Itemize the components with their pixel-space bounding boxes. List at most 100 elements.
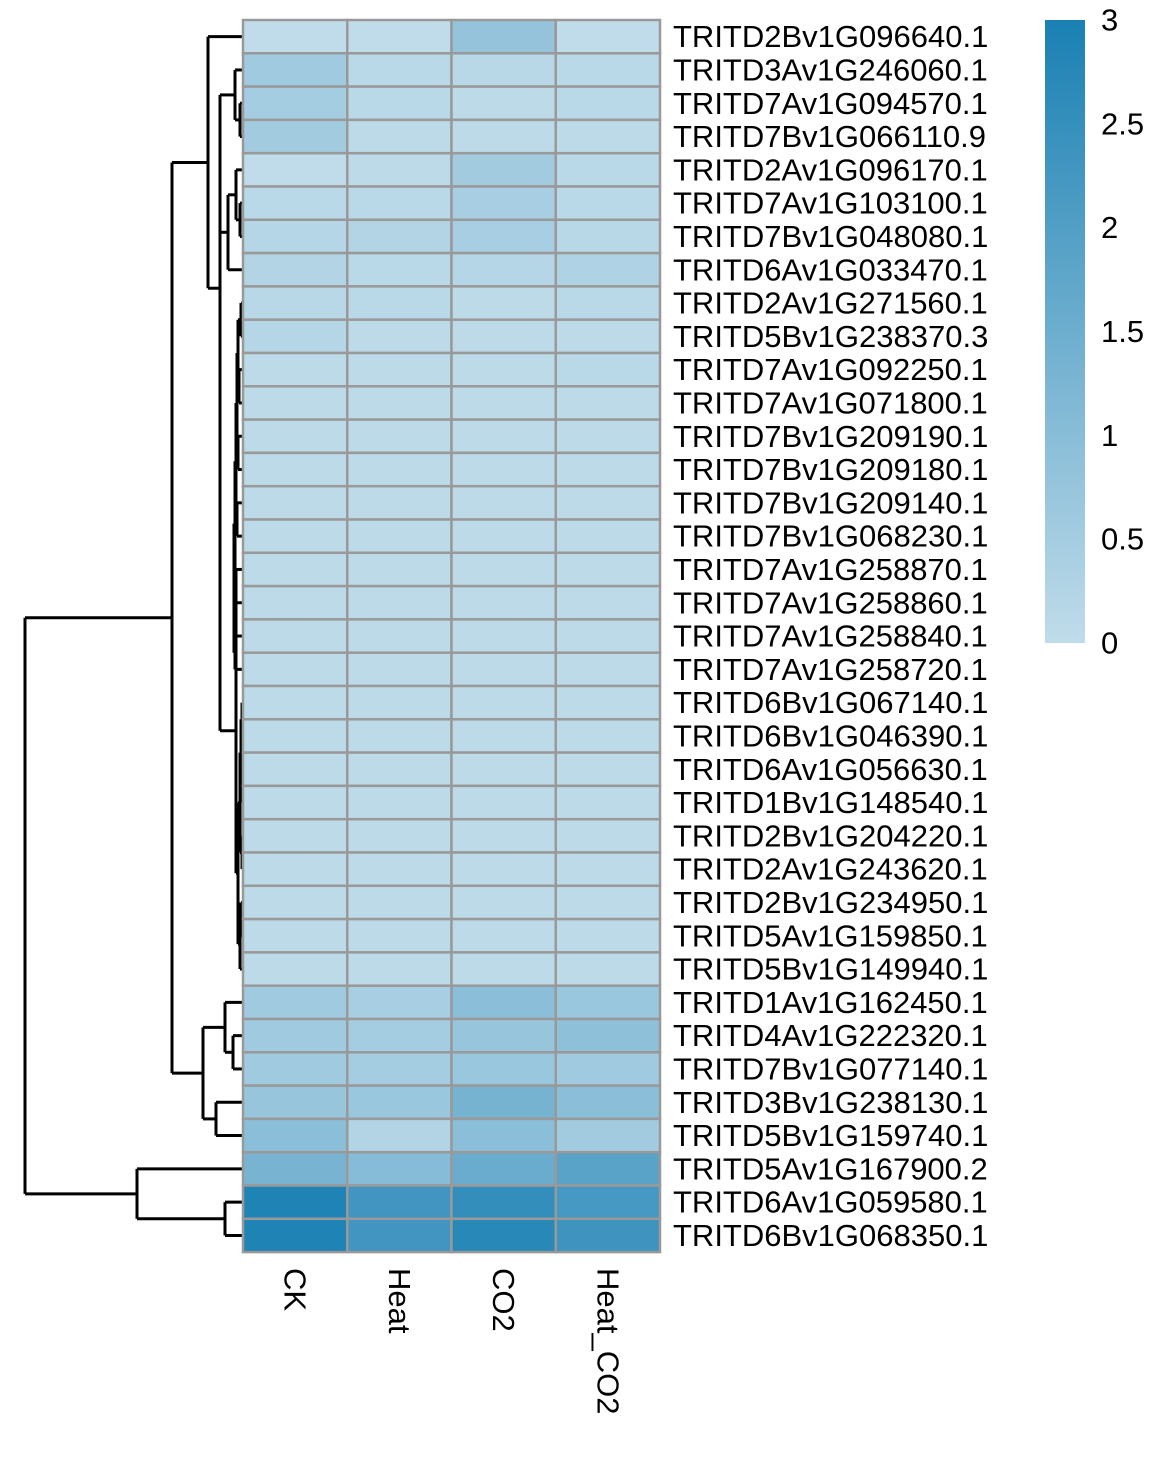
heatmap-cell (554, 1217, 662, 1254)
heatmap-cell (554, 584, 662, 621)
heatmap-cell (450, 1217, 557, 1254)
row-label: TRITD7Av1G258720.1 (673, 652, 988, 687)
row-label: TRITD7Bv1G209140.1 (673, 485, 988, 520)
heatmap-cell (554, 518, 662, 555)
heatmap-cell (346, 1017, 453, 1054)
heatmap-cell (450, 718, 557, 754)
row-label: TRITD2Av1G243620.1 (673, 852, 988, 887)
row-label: TRITD1Bv1G148540.1 (673, 785, 988, 820)
row-label: TRITD7Bv1G048080.1 (673, 219, 988, 254)
row-label: TRITD6Av1G059580.1 (673, 1185, 988, 1220)
row-label: TRITD7Av1G094570.1 (673, 86, 988, 121)
row-label: TRITD7Av1G103100.1 (673, 186, 988, 221)
legend-tick-label: 1.5 (1101, 314, 1144, 349)
heatmap-cell (554, 651, 662, 688)
color-legend: 3 2.5 2 1.5 1 0.5 0 (1045, 3, 1144, 661)
heatmap-cell (554, 251, 662, 288)
heatmap-cell (450, 484, 557, 521)
heatmap-cells (241, 18, 662, 1254)
heatmap-cell (346, 351, 453, 388)
heatmap-cell (450, 185, 557, 222)
heatmap-cell (241, 451, 349, 488)
heatmap-cell (450, 85, 557, 122)
heatmap-cell (554, 218, 662, 255)
heatmap-cell (346, 118, 453, 155)
heatmap-cell (241, 251, 349, 288)
heatmap-cell (450, 851, 557, 888)
heatmap-cell (241, 1017, 349, 1054)
heatmap-cell (241, 651, 349, 688)
heatmap-cell (554, 151, 662, 188)
heatmap-cell (450, 118, 557, 155)
heatmap-cell (450, 817, 557, 854)
heatmap-cell (346, 584, 453, 621)
heatmap-cell (346, 618, 453, 654)
heatmap-cell (450, 1084, 557, 1121)
heatmap-cell (450, 917, 557, 954)
heatmap-cell (554, 484, 662, 521)
heatmap-cell (450, 1117, 557, 1154)
heatmap-cell (241, 351, 349, 388)
heatmap-cell (554, 351, 662, 388)
heatmap-cell (450, 1017, 557, 1054)
heatmap-cell (450, 18, 557, 55)
row-label: TRITD5Bv1G159740.1 (673, 1118, 988, 1153)
heatmap-cell (241, 584, 349, 621)
column-label: Heat_CO2 (590, 1268, 625, 1414)
row-label: TRITD7Bv1G209190.1 (673, 419, 988, 454)
row-label: TRITD1Av1G162450.1 (673, 985, 988, 1020)
heatmap-cell (450, 151, 557, 188)
heatmap-cell (346, 1084, 453, 1121)
row-label: TRITD6Bv1G046390.1 (673, 718, 988, 753)
heatmap-cell (554, 285, 662, 321)
heatmap-cell (346, 18, 453, 55)
legend-tick-labels: 3 2.5 2 1.5 1 0.5 0 (1101, 3, 1144, 661)
heatmap-cell (346, 385, 453, 421)
heatmap-cell (241, 917, 349, 954)
heatmap-cell (554, 551, 662, 588)
row-label: TRITD2Bv1G204220.1 (673, 818, 988, 853)
heatmap-cell (346, 85, 453, 122)
heatmap-cell (241, 1084, 349, 1121)
heatmap-cell (346, 185, 453, 222)
row-label: TRITD6Av1G033470.1 (673, 252, 988, 287)
heatmap-cell (241, 318, 349, 355)
row-label: TRITD7Bv1G068230.1 (673, 519, 988, 554)
heatmap-cell (450, 951, 557, 987)
row-label: TRITD6Bv1G067140.1 (673, 685, 988, 720)
legend-color-bar (1045, 20, 1085, 643)
heatmap-cell (450, 684, 557, 721)
row-label: TRITD3Av1G246060.1 (673, 52, 988, 87)
heatmap-cell (346, 984, 453, 1021)
heatmap-cell (554, 18, 662, 55)
heatmap-cell (554, 751, 662, 788)
heatmap-cell (450, 784, 557, 821)
heatmap-cell (450, 251, 557, 288)
heatmap-cell (450, 1184, 557, 1221)
row-label: TRITD2Bv1G234950.1 (673, 885, 988, 920)
heatmap-cell (346, 1051, 453, 1087)
legend-tick-label: 0.5 (1101, 522, 1144, 557)
heatmap-cell (554, 684, 662, 721)
heatmap-cell (241, 151, 349, 188)
heatmap-cell (241, 951, 349, 987)
heatmap-cell (241, 185, 349, 222)
heatmap-cell (241, 418, 349, 455)
heatmap-cell (346, 751, 453, 788)
heatmap-cell (241, 484, 349, 521)
heatmap-cell (241, 751, 349, 788)
row-label: TRITD7Av1G092250.1 (673, 352, 988, 387)
heatmap-cell (554, 1017, 662, 1054)
heatmap-cell (346, 251, 453, 288)
heatmap-cell (554, 118, 662, 155)
heatmap-cell (346, 651, 453, 688)
heatmap-cell (241, 684, 349, 721)
heatmap-cell (554, 1084, 662, 1121)
heatmap-cell (241, 52, 349, 88)
row-label: TRITD6Bv1G068350.1 (673, 1218, 988, 1253)
heatmap-cell (450, 1150, 557, 1187)
heatmap-cell (554, 418, 662, 455)
heatmap-cell (241, 1051, 349, 1087)
